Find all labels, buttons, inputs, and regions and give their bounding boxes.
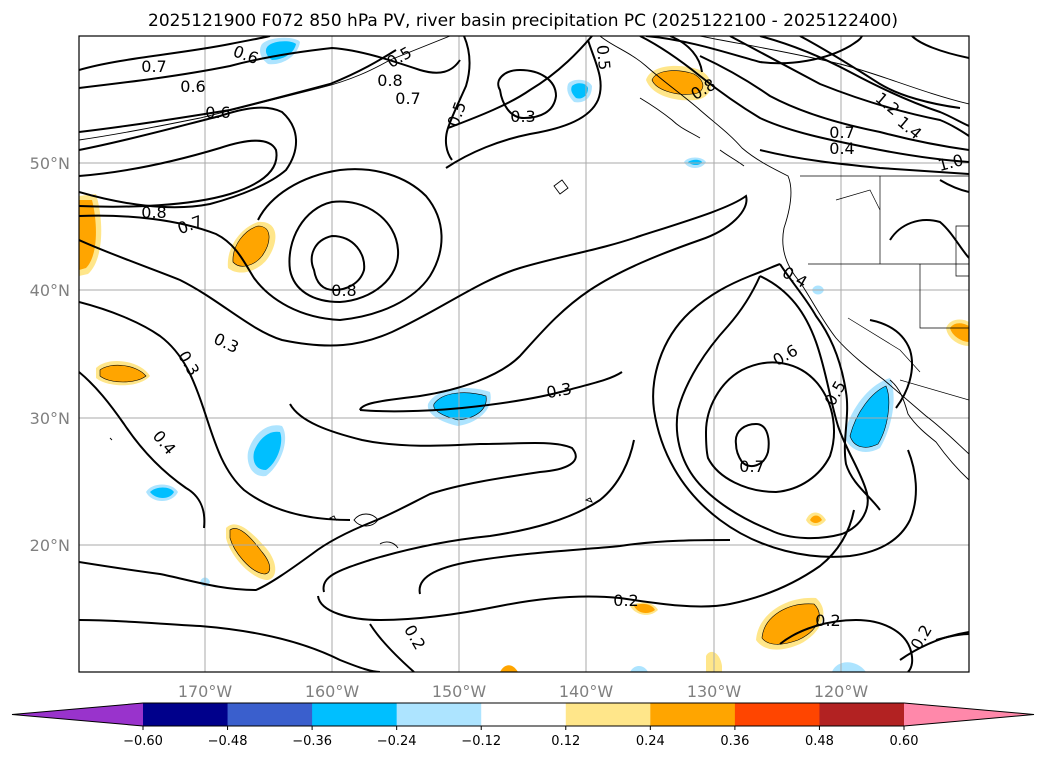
colorbar-tick-label: −0.60	[123, 734, 163, 749]
colorbar-segment	[650, 703, 736, 726]
contour-label: 0.3	[545, 379, 573, 402]
contour-label: 0.6	[180, 77, 205, 96]
colorbar-segment	[312, 703, 398, 726]
map-frame	[78, 35, 970, 673]
lon-label: 160°W	[305, 682, 360, 701]
colorbar-tick-label: −0.12	[461, 734, 501, 749]
lon-label: 140°W	[559, 682, 614, 701]
colorbar-tick-label: 0.60	[890, 734, 919, 749]
colorbar-segment	[143, 703, 229, 726]
graticule	[79, 36, 969, 672]
political-borders	[800, 175, 969, 401]
colorbar-segment	[481, 703, 567, 726]
colorbar-segment	[819, 703, 905, 726]
colorbar-tick-label: 0.48	[805, 734, 834, 749]
positive-anomaly-patches	[79, 65, 969, 672]
lat-label: 20°N	[30, 536, 70, 555]
lat-label: 30°N	[30, 409, 70, 428]
lat-label: 50°N	[30, 154, 70, 173]
contour-label: 0.2	[613, 591, 638, 610]
longitude-labels: 170°W 160°W 150°W 140°W 130°W 120°W	[178, 682, 869, 701]
contour-label: 0.7	[141, 57, 166, 76]
map-panel: 0.7 0.6 0.6 0.8 0.7 0.5 0.6 0.8 0.7 0.8 …	[78, 35, 970, 673]
contour-label: 0.2	[815, 611, 840, 630]
lon-label: 150°W	[432, 682, 487, 701]
lon-label: 170°W	[178, 682, 233, 701]
lon-label: 130°W	[687, 682, 742, 701]
contour-label: 0.7	[829, 123, 854, 142]
contour-label: 0.8	[141, 203, 166, 222]
colorbar-tick-label: 0.12	[551, 734, 580, 749]
contour-label: 0.6	[205, 103, 230, 122]
contour-label: 0.7	[739, 457, 764, 476]
colorbar-tick-label: −0.24	[377, 734, 417, 749]
colorbar: −0.60 −0.48 −0.36 −0.24 −0.12 0.12 0.24 0.36 0.4…	[11, 702, 1035, 749]
colorbar-segment	[734, 703, 820, 726]
colorbar-segment	[396, 703, 482, 726]
colorbar-tick-label: 0.36	[720, 734, 749, 749]
lat-label: 40°N	[30, 281, 70, 300]
contour-label: 0.3	[510, 107, 535, 126]
colorbar-extend-low	[12, 703, 143, 726]
colorbar-segment	[227, 703, 313, 726]
contour-label: 0.5	[593, 44, 614, 71]
precip-shading	[79, 37, 969, 672]
contour-label: 0.7	[395, 89, 420, 108]
contour-label: 0.8	[331, 281, 356, 300]
colorbar-segment	[565, 703, 651, 726]
colorbar-extend-high	[904, 703, 1034, 726]
colorbar-tick-label: −0.36	[292, 734, 332, 749]
colorbar-tick-label: −0.48	[208, 734, 248, 749]
map-title: 2025121900 F072 850 hPa PV, river basin …	[148, 11, 898, 31]
pv-contours	[79, 36, 969, 672]
lon-label: 120°W	[814, 682, 869, 701]
contour-label: 0.8	[377, 71, 402, 90]
latitude-labels: 50°N 40°N 30°N 20°N	[30, 154, 70, 555]
contour-label: 0.4	[829, 139, 854, 158]
colorbar-tick-label: 0.24	[636, 734, 665, 749]
